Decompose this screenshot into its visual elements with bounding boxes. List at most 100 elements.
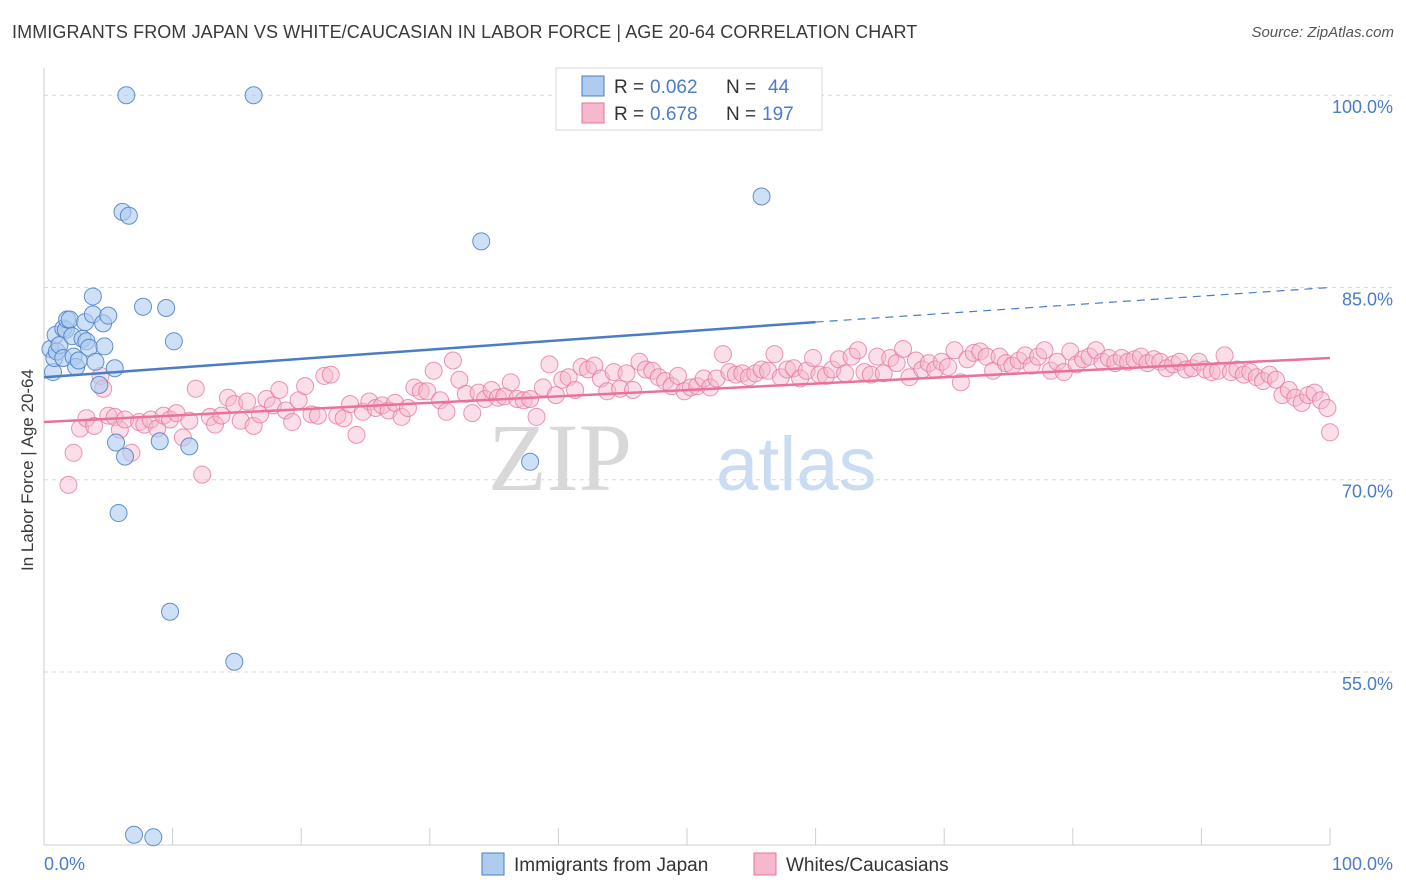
white-caucasian-point xyxy=(894,339,913,358)
japan-immigrant-point xyxy=(472,232,491,251)
stats-legend-r-value: 0.678 xyxy=(650,104,698,125)
y-tick-label: 55.0% xyxy=(1342,674,1393,694)
white-caucasian-point xyxy=(849,341,868,360)
axes xyxy=(43,68,1331,846)
white-caucasian-point xyxy=(212,406,231,425)
japan-immigrant-point xyxy=(521,452,540,471)
white-caucasian-point xyxy=(392,407,411,426)
stats-legend-swatch-blue xyxy=(581,75,605,97)
white-caucasian-point xyxy=(868,347,887,366)
stats-legend: R = 0.062 N = 44 R = 0.678 N = 197 xyxy=(555,67,823,131)
x-tick-label: 0.0% xyxy=(44,854,85,874)
white-caucasian-point xyxy=(64,443,83,462)
japan-immigrant-point xyxy=(150,432,169,451)
japan-trend-line xyxy=(43,320,816,379)
white-caucasian-point xyxy=(804,348,823,367)
watermark: ZIP atlas xyxy=(488,404,877,511)
white-caucasian-point xyxy=(270,381,289,400)
series-legend-label-japan: Immigrants from Japan xyxy=(514,855,708,876)
white-caucasian-point xyxy=(180,411,199,430)
white-caucasian-point xyxy=(1189,352,1208,371)
white-caucasian-point xyxy=(77,409,96,428)
white-caucasian-point xyxy=(617,364,636,383)
series-legend-label-white: Whites/Caucasians xyxy=(786,855,949,876)
x-tick-label: 100.0% xyxy=(1332,854,1393,874)
white-caucasian-point xyxy=(1022,356,1041,375)
white-caucasian-point xyxy=(1215,346,1234,365)
white-caucasian-point xyxy=(456,384,475,403)
white-caucasian-point xyxy=(296,377,315,396)
white-caucasian-point xyxy=(193,465,212,484)
watermark-zip: ZIP xyxy=(488,404,632,511)
watermark-atlas: atlas xyxy=(716,422,877,507)
white-caucasian-point xyxy=(501,373,520,392)
white-caucasian-point xyxy=(283,413,302,432)
white-caucasian-point xyxy=(398,398,417,417)
japan-immigrant-point xyxy=(125,825,144,844)
white-caucasian-point xyxy=(315,366,334,385)
japan-immigrant-point xyxy=(90,375,109,394)
white-caucasian-point xyxy=(347,425,366,444)
white-caucasian-point xyxy=(874,364,893,383)
japan-immigrant-point xyxy=(105,359,124,378)
white-trend-line xyxy=(43,356,1331,424)
white-caucasian-point xyxy=(431,391,450,410)
stats-legend-r-value: 0.062 xyxy=(650,77,698,98)
japan-immigrant-point xyxy=(116,447,135,466)
white-caucasian-point xyxy=(842,347,861,366)
white-caucasian-point xyxy=(321,365,340,384)
white-caucasian-point xyxy=(1254,372,1273,391)
white-caucasian-point xyxy=(424,361,443,380)
white-caucasian-point xyxy=(836,364,855,383)
white-caucasian-point xyxy=(85,416,104,435)
japan-immigrant-point xyxy=(161,602,180,621)
white-caucasian-point xyxy=(411,382,430,401)
white-caucasian-point xyxy=(527,407,546,426)
japan-immigrant-point xyxy=(86,352,105,371)
white-caucasian-point xyxy=(694,369,713,388)
white-caucasian-point xyxy=(630,352,649,371)
series-legend-swatch-blue xyxy=(481,852,505,876)
stats-legend-n-label: N = xyxy=(726,77,756,98)
white-caucasian-point xyxy=(308,406,327,425)
white-caucasian-point xyxy=(1318,398,1337,417)
chart-title: IMMIGRANTS FROM JAPAN VS WHITE/CAUCASIAN… xyxy=(12,22,918,42)
white-caucasian-point xyxy=(514,391,533,410)
white-caucasian-point xyxy=(1321,423,1339,442)
white-caucasian-point xyxy=(540,355,559,374)
japan-immigrant-point xyxy=(83,287,102,306)
white-caucasian-point xyxy=(945,341,964,360)
japan-immigrant-point xyxy=(109,504,128,523)
series-legend-swatch-pink xyxy=(753,852,777,876)
stats-legend-n-label: N = xyxy=(726,104,756,125)
white-caucasian-point xyxy=(752,360,771,379)
white-caucasian-point xyxy=(1266,370,1285,389)
y-tick-label: 70.0% xyxy=(1342,482,1393,502)
white-caucasian-point xyxy=(681,378,700,397)
white-caucasian-point xyxy=(778,360,797,379)
japan-immigrant-point xyxy=(95,337,114,356)
white-caucasian-point xyxy=(1292,393,1311,412)
stats-legend-r-label: R = xyxy=(614,104,644,125)
japan-immigrant-point xyxy=(99,306,118,325)
japan-immigrant-point xyxy=(225,652,244,671)
japan-immigrant-point xyxy=(134,297,153,316)
white-caucasian-point xyxy=(1016,346,1035,365)
japan-immigrant-point xyxy=(244,86,263,105)
white-caucasian-point xyxy=(623,381,642,400)
white-caucasian-point xyxy=(816,366,835,385)
white-caucasian-point xyxy=(443,351,462,370)
japan-immigrant-point xyxy=(107,433,126,452)
trend-lines xyxy=(43,286,1331,424)
white-caucasian-point xyxy=(919,354,938,373)
white-caucasian-point xyxy=(186,379,205,398)
stats-legend-n-value: 44 xyxy=(768,77,790,98)
y-tick-label: 100.0% xyxy=(1332,97,1393,117)
japan-immigrant-point xyxy=(60,310,79,329)
japan-immigrant-point xyxy=(119,206,138,225)
x-tick-labels: 0.0% 100.0% xyxy=(44,854,1393,874)
japan-immigrant-point xyxy=(157,298,176,317)
white-caucasian-point xyxy=(765,345,784,364)
y-tick-labels: 100.0% 85.0% 70.0% 55.0% xyxy=(1332,97,1393,694)
white-caucasian-point xyxy=(643,361,662,380)
